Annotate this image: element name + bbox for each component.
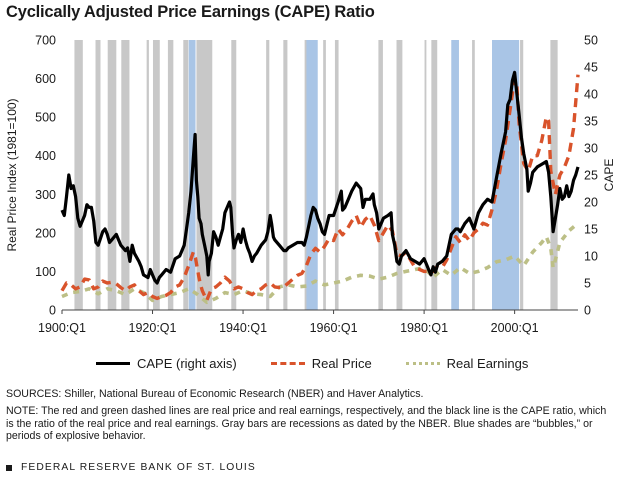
axes: 1900:Q1 1920:Q1 1940:Q1 1960:Q1 1980:Q1 2000:… <box>5 34 616 336</box>
y-right-tick-label: 25 <box>584 169 598 183</box>
recession-bar <box>283 40 288 310</box>
recession-bar <box>231 40 237 310</box>
recession-bar <box>323 40 326 310</box>
recession-bar <box>146 40 149 310</box>
recession-bar <box>167 40 174 310</box>
series-lines <box>60 70 580 305</box>
x-tick-label: 1980:Q1 <box>400 321 448 335</box>
recession-bar <box>95 40 101 310</box>
y-right-axis-title: CAPE <box>602 159 616 192</box>
real-price-line <box>60 74 580 303</box>
legend-swatch-earnings <box>405 361 440 365</box>
bubble-shade <box>451 40 459 310</box>
recession-bar <box>152 40 160 310</box>
legend-swatch-price <box>270 361 305 365</box>
footer-square-icon <box>6 464 12 471</box>
y-right-tick-label: 35 <box>584 115 598 129</box>
legend-item-price: Real Price <box>270 355 372 371</box>
recession-bar <box>472 40 475 310</box>
y-left-tick-label: 500 <box>35 111 56 125</box>
recession-bar <box>396 40 403 310</box>
y-right-tick-label: 45 <box>584 61 598 75</box>
recession-bar <box>121 40 130 310</box>
recession-bar <box>431 40 438 310</box>
recession-bar <box>378 40 383 310</box>
recession-bar <box>520 40 524 310</box>
y-right-tick-label: 30 <box>584 142 598 156</box>
x-tick-label: 1940:Q1 <box>219 321 267 335</box>
recession-bar <box>183 40 189 310</box>
recession-bar <box>196 40 213 310</box>
x-tick-label: 1920:Q1 <box>129 321 177 335</box>
recession-bar <box>424 40 427 310</box>
recession-bar <box>107 40 117 310</box>
y-left-tick-label: 300 <box>35 188 56 202</box>
legend-item-earnings: Real Earnings <box>405 355 529 371</box>
recession-bar <box>334 40 339 310</box>
y-left-tick-label: 0 <box>49 304 56 318</box>
footer-text: FEDERAL RESERVE BANK OF ST. LOUIS <box>21 462 256 473</box>
y-right-tick-label: 50 <box>584 34 598 48</box>
legend-label-cape: CAPE (right axis) <box>137 355 237 371</box>
y-left-tick-label: 100 <box>35 265 56 279</box>
recession-bar <box>74 40 83 310</box>
x-tick-label: 1960:Q1 <box>310 321 358 335</box>
y-left-tick-label: 700 <box>35 34 56 48</box>
y-right-tick-label: 15 <box>584 223 598 237</box>
legend-item-cape: CAPE (right axis) <box>96 356 237 371</box>
y-left-tick-label: 400 <box>35 149 56 163</box>
real-earnings-line <box>61 221 580 305</box>
cape-line <box>60 70 580 285</box>
x-tick-label: 2000:Q1 <box>491 321 539 335</box>
y-left-tick-label: 200 <box>35 226 56 240</box>
y-right-tick-label: 5 <box>584 277 591 291</box>
bubble-shade <box>306 40 318 310</box>
y-right-tick-label: 40 <box>584 88 598 102</box>
recession-bar <box>550 40 558 310</box>
recession-bar <box>266 40 270 310</box>
legend: CAPE (right axis) Real Price Real Earnin… <box>96 353 562 373</box>
y-left-axis-title: Real Price Index (1981=100) <box>5 98 19 251</box>
shading-bands <box>74 40 558 310</box>
legend-label-price: Real Price <box>311 355 372 371</box>
y-right-tick-label: 0 <box>584 304 591 318</box>
x-tick-label: 1900:Q1 <box>38 321 86 335</box>
y-right-tick-label: 10 <box>584 250 598 264</box>
chart-svg: 1900:Q1 1920:Q1 1940:Q1 1960:Q1 1980:Q1 2000:… <box>5 34 616 336</box>
chart-title: Cyclically Adjusted Price Earnings (CAPE… <box>6 3 375 21</box>
legend-swatch-cape <box>96 361 130 365</box>
footer: FEDERAL RESERVE BANK OF ST. LOUIS <box>6 462 256 473</box>
sources-text: SOURCES: Shiller, National Bureau of Eco… <box>6 388 424 400</box>
y-left-tick-label: 600 <box>35 72 56 86</box>
y-right-tick-label: 20 <box>584 196 598 210</box>
chart-notes: SOURCES: Shiller, National Bureau of Eco… <box>6 388 616 448</box>
note-text: NOTE: The red and green dashed lines are… <box>6 405 607 443</box>
legend-label-earnings: Real Earnings <box>446 355 529 371</box>
